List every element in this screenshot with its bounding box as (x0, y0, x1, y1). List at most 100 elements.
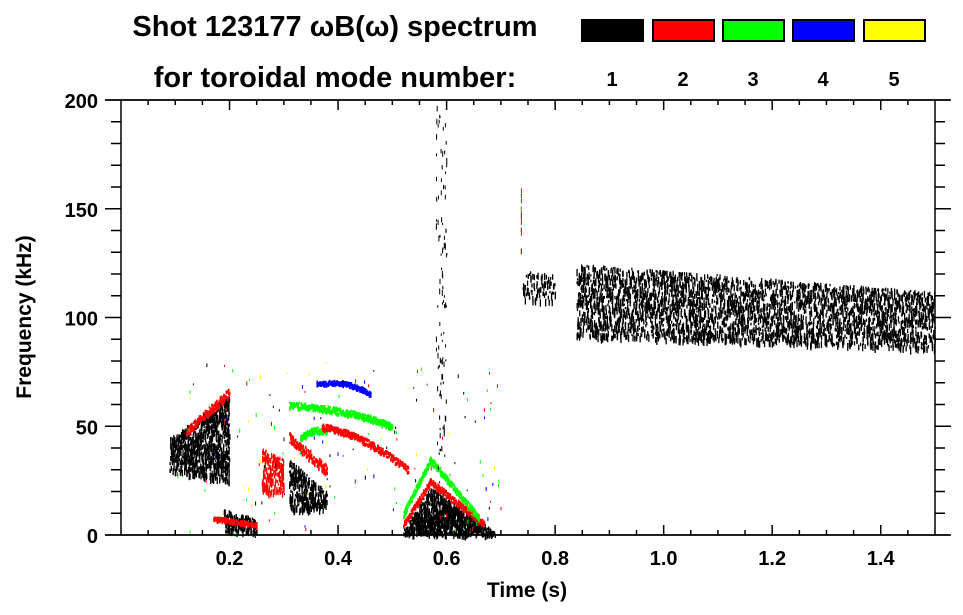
spectral-point-mode-1 (421, 517, 423, 522)
spectral-point-mode-1 (457, 526, 460, 532)
spectral-point-mode-1 (581, 277, 583, 283)
spectral-point-mode-1 (461, 529, 463, 532)
spectral-point-mode-1 (547, 286, 549, 290)
spectral-point-mode-2 (250, 521, 253, 525)
spectral-point-mode-1 (451, 530, 453, 537)
spectral-point-mode-2 (279, 491, 281, 496)
spectral-point-mode-2 (278, 461, 281, 467)
spectral-point-mode-1 (297, 493, 299, 498)
spectral-point-mode-3 (428, 465, 430, 469)
spectral-point-mode-1 (174, 436, 176, 439)
spectral-point-mode-2 (425, 488, 428, 492)
spectral-point-mode-3 (418, 480, 420, 483)
spectral-point-mode-1 (208, 461, 210, 469)
spectral-point-mode-1 (578, 276, 581, 283)
spectral-point-mode-2 (323, 425, 325, 428)
spectral-point-mode-1 (428, 521, 430, 527)
spectral-point-mode-2 (393, 457, 396, 461)
spectral-point-mode-1 (589, 334, 591, 340)
spectral-point-mode-1 (207, 433, 209, 437)
spectral-point-mode-2 (403, 467, 406, 470)
spectral-point-mode-1 (596, 325, 598, 330)
spectral-point-mode-2 (387, 455, 390, 459)
spectral-point-mode-1 (222, 458, 224, 465)
spectral-point-mode-1 (587, 315, 589, 318)
spectral-point-mode-1 (614, 276, 616, 282)
spectral-point-mode-2 (279, 480, 281, 483)
spectral-point-mode-3 (419, 482, 421, 485)
legend-label-mode-4: 4 (817, 69, 829, 91)
spectral-point-mode-1 (460, 510, 462, 518)
spectral-point-mode-1 (523, 288, 525, 296)
spectral-point-mode-3 (419, 482, 422, 486)
spectral-point-mode-3 (454, 485, 456, 489)
spectral-point-mode-1 (593, 292, 595, 297)
spectral-point-mode-3 (462, 497, 464, 500)
spectral-point-mode-1 (608, 305, 610, 309)
spectral-point-mode-1 (406, 532, 408, 536)
spectral-point-mode-1 (450, 514, 452, 519)
spectral-point-mode-1 (598, 281, 601, 286)
spectral-point-mode-1 (454, 510, 456, 515)
spectral-point-mode-1 (217, 470, 219, 474)
spectral-point-mode-1 (235, 514, 237, 518)
spectral-point-mode-1 (464, 524, 466, 528)
spectral-point-mode-3 (342, 409, 345, 412)
spectral-point-mode-1 (598, 303, 600, 307)
spectral-point-mode-3 (425, 467, 428, 472)
spectral-point-mode-2 (461, 503, 463, 507)
spectral-point-mode-1 (226, 525, 228, 530)
spectral-point-mode-1 (429, 529, 431, 536)
spectral-point-mode-1 (170, 466, 172, 472)
spectral-point-mode-3 (411, 494, 413, 497)
spectral-point-mode-2 (191, 422, 193, 426)
spectral-point-mode-1 (407, 529, 410, 536)
spectral-point-mode-1 (609, 278, 611, 286)
spectral-point-mode-2 (189, 431, 192, 434)
spectral-point-mode-1 (186, 472, 188, 475)
spectral-point-mode-2 (434, 483, 437, 486)
spectral-point-mode-1 (417, 514, 419, 519)
spectral-point-mode-2 (300, 449, 302, 453)
spectral-point-mode-2 (419, 495, 421, 500)
spectral-point-mode-3 (419, 478, 421, 481)
spectral-point-mode-1 (294, 494, 297, 497)
spectral-point-mode-2 (229, 520, 231, 523)
spectral-point-mode-1 (438, 505, 440, 508)
spectral-point-mode-1 (429, 502, 431, 505)
spectral-point-mode-1 (477, 526, 479, 529)
spectral-point-mode-1 (429, 488, 431, 491)
spectral-point-mode-1 (601, 288, 604, 292)
spectral-point-mode-1 (457, 510, 459, 514)
spectral-point-mode-1 (222, 473, 224, 477)
spectral-point-mode-2 (389, 452, 391, 455)
spectral-point-mode-2 (309, 452, 311, 456)
spectral-point-mode-3 (373, 415, 375, 419)
spectral-point-mode-3 (380, 418, 382, 422)
spectral-point-mode-1 (293, 475, 295, 482)
spectral-point-mode-1 (180, 431, 183, 438)
spectral-point-mode-2 (212, 410, 215, 415)
spectral-point-mode-1 (460, 519, 463, 526)
spectral-point-mode-1 (178, 468, 180, 473)
spectral-point-mode-1 (225, 456, 227, 460)
spectral-point-mode-2 (217, 519, 219, 522)
spectral-point-mode-3 (308, 433, 310, 437)
spectral-point-mode-1 (319, 508, 321, 515)
spectral-point-mode-3 (382, 419, 385, 423)
spectral-point-mode-3 (430, 457, 433, 462)
spectral-point-mode-1 (549, 290, 551, 294)
spectral-point-mode-1 (490, 529, 492, 535)
spectral-point-mode-3 (304, 407, 307, 411)
spectral-point-mode-1 (214, 427, 217, 432)
spectral-point-mode-1 (583, 317, 585, 326)
spectral-point-mode-1 (596, 327, 598, 335)
spectral-point-mode-1 (174, 469, 176, 477)
spectral-point-mode-2 (271, 484, 273, 488)
spectral-point-mode-3 (478, 518, 480, 523)
spectral-point-mode-1 (614, 284, 616, 288)
spectral-point-mode-2 (437, 486, 439, 490)
spectral-point-mode-2 (365, 437, 368, 442)
spectral-point-mode-1 (326, 494, 328, 497)
spectral-point-mode-1 (597, 296, 599, 301)
